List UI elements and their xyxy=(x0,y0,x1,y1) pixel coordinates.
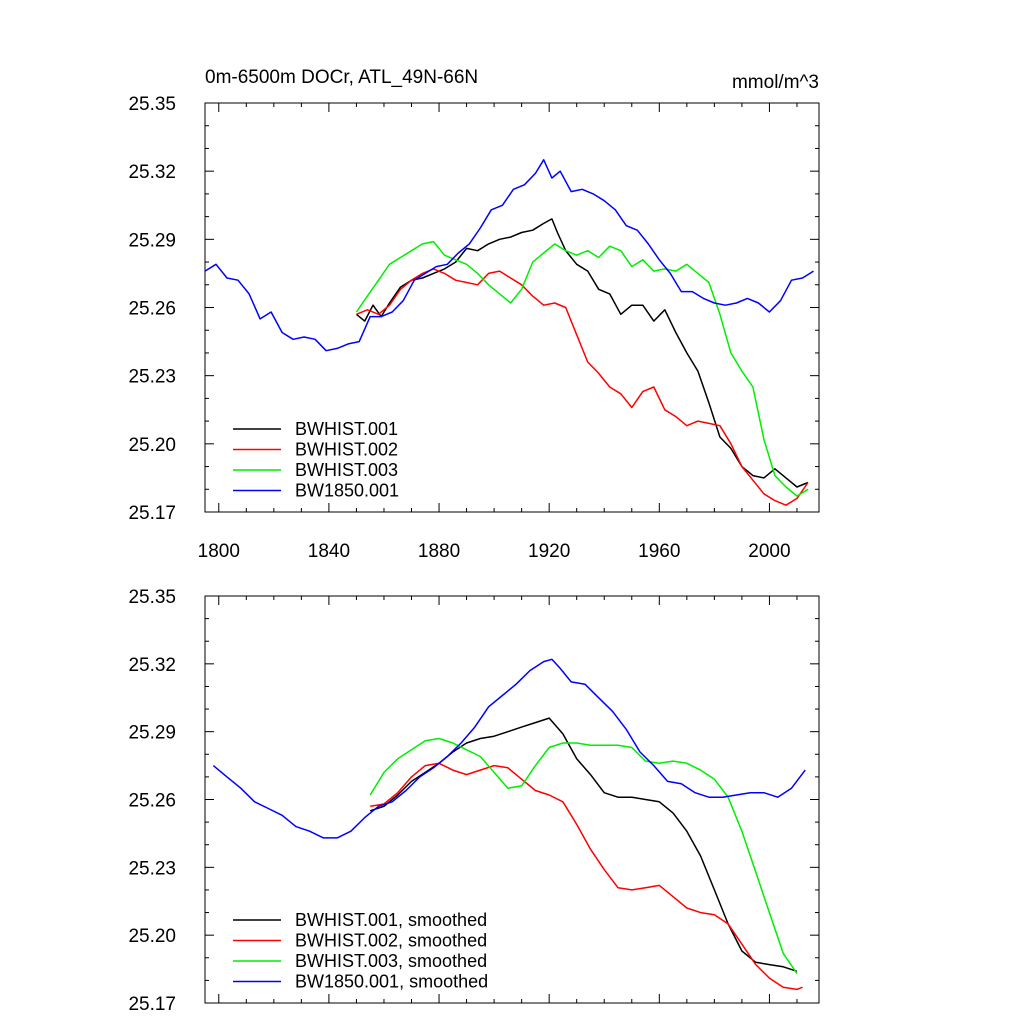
y-tick-label: 25.17 xyxy=(128,994,176,1015)
units-label: mmol/m^3 xyxy=(732,72,819,93)
legend-label: BWHIST.002 xyxy=(295,440,398,460)
y-tick-label: 25.32 xyxy=(128,655,176,676)
x-tick-label: 1880 xyxy=(418,541,460,562)
series-line-3 xyxy=(369,737,798,975)
y-tick-label: 25.32 xyxy=(128,162,176,183)
y-tick-label: 25.23 xyxy=(128,367,176,388)
legend-label: BWHIST.003, smoothed xyxy=(295,951,487,971)
top-panel: 1800 1840 1880 1920 1960 2000 25.17 25.20 25.23 2… xyxy=(128,94,820,562)
y-tick-label: 25.17 xyxy=(128,503,176,524)
legend-label: BWHIST.003 xyxy=(295,460,398,480)
bottom-panel: 25.17 25.20 25.23 25.26 25.29 25.32 25.35 BWHIS… xyxy=(128,587,820,1015)
y-tick-label: 25.35 xyxy=(128,587,176,608)
x-tick-label: 1800 xyxy=(198,541,240,562)
y-tick-label: 25.35 xyxy=(128,94,176,115)
y-tick-label: 25.20 xyxy=(128,435,176,456)
x-tick-label: 1960 xyxy=(638,541,680,562)
series-line-2 xyxy=(356,268,809,506)
legend-label: BW1850.001, smoothed xyxy=(295,972,488,992)
y-tick-label: 25.20 xyxy=(128,926,176,947)
series-line-4 xyxy=(204,159,814,352)
series-line-2 xyxy=(370,762,803,991)
legend-label: BWHIST.001, smoothed xyxy=(295,910,487,930)
x-tick-label: 1920 xyxy=(528,541,570,562)
y-tick-label: 25.23 xyxy=(128,858,176,879)
x-tick-label: 2000 xyxy=(748,541,790,562)
y-tick-label: 25.26 xyxy=(128,791,176,812)
y-tick-label: 25.26 xyxy=(128,299,176,320)
y-tick-label: 25.29 xyxy=(128,230,176,251)
x-tick-label: 1840 xyxy=(308,541,350,562)
chart-title: 0m-6500m DOCr, ATL_49N-66N xyxy=(205,67,478,88)
legend-label: BWHIST.001 xyxy=(295,419,398,439)
figure-header: 0m-6500m DOCr, ATL_49N-66N mmol/m^3 xyxy=(205,67,819,93)
legend-label: BW1850.001 xyxy=(295,481,399,501)
series-line-1 xyxy=(355,218,809,488)
y-tick-label: 25.29 xyxy=(128,723,176,744)
series-line-4 xyxy=(212,658,806,839)
series-line-3 xyxy=(355,240,809,497)
legend-label: BWHIST.002, smoothed xyxy=(295,931,487,951)
